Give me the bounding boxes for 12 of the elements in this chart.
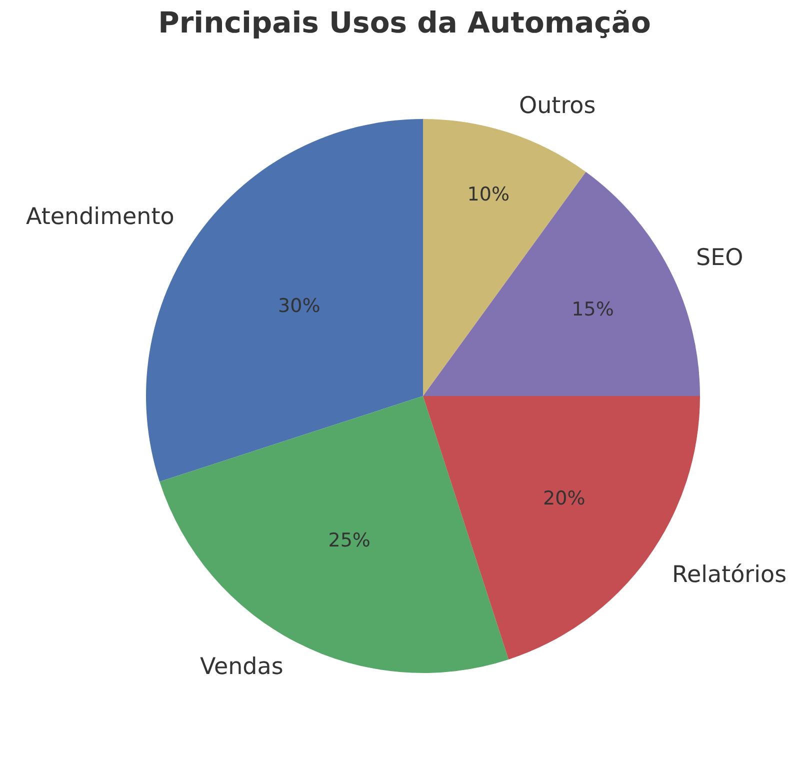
data-label: 10% (467, 184, 510, 206)
chart-title: Principais Usos da Automação (158, 5, 651, 40)
pie-slice (160, 396, 509, 673)
slice-label: Relatórios (672, 562, 787, 588)
data-label: 25% (328, 530, 370, 552)
data-label: 20% (543, 488, 586, 510)
slice-label: Outros (519, 93, 596, 119)
slice-label: Atendimento (26, 204, 174, 230)
slice-label: SEO (696, 245, 744, 271)
data-label: 15% (572, 298, 614, 321)
data-label: 30% (278, 294, 320, 317)
slice-label: Vendas (200, 654, 284, 680)
